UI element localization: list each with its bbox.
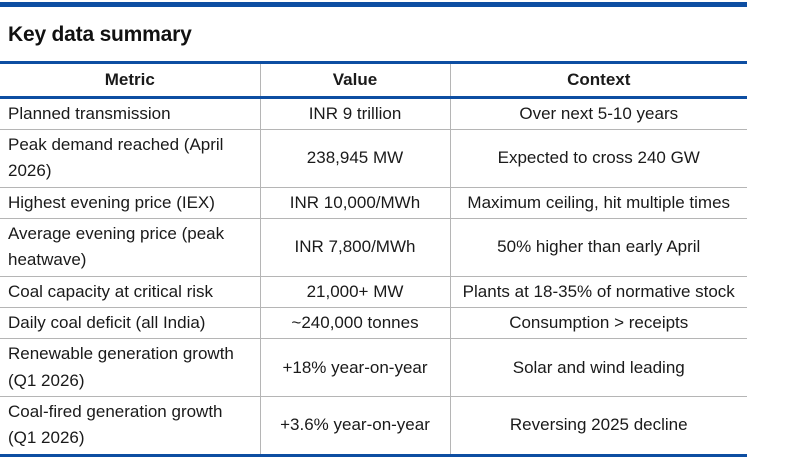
cell-context: Plants at 18-35% of normative stock — [449, 275, 747, 308]
table-row: Coal capacity at critical risk 21,000+ MW… — [0, 275, 747, 308]
table-row: Renewable generation growth (Q1 2026) +18… — [0, 338, 747, 397]
cell-context: Reversing 2025 decline — [449, 396, 747, 457]
table-row: Peak demand reached (April 2026) 238,945 … — [0, 128, 747, 188]
document-page: Key data summary Metric Value Context Pl… — [0, 2, 747, 457]
table-row: Coal-fired generation growth (Q1 2026) +3… — [0, 396, 747, 457]
column-header-value: Value — [259, 61, 450, 99]
cell-value: 238,945 MW — [259, 128, 450, 188]
table-row: Planned transmission INR 9 trillion Over n… — [0, 97, 747, 130]
cell-metric: Coal-fired generation growth (Q1 2026) — [0, 396, 260, 457]
top-horizontal-rule — [0, 2, 747, 7]
cell-value: +3.6% year-on-year — [259, 396, 450, 457]
table-header-row: Metric Value Context — [0, 61, 747, 99]
cell-value: INR 9 trillion — [259, 97, 450, 130]
cell-context: 50% higher than early April — [449, 217, 747, 277]
table-body: Planned transmission INR 9 trillion Over n… — [0, 97, 747, 457]
cell-context: Solar and wind leading — [449, 338, 747, 397]
cell-metric: Peak demand reached (April 2026) — [0, 128, 260, 188]
table-row: Daily coal deficit (all India) ~240,000 t… — [0, 306, 747, 339]
cell-value: 21,000+ MW — [259, 275, 450, 308]
cell-value: INR 7,800/MWh — [259, 217, 450, 277]
key-data-table: Metric Value Context Planned transmissio… — [0, 61, 747, 457]
page-title: Key data summary — [8, 23, 192, 46]
cell-metric: Daily coal deficit (all India) — [0, 306, 260, 339]
cell-context: Expected to cross 240 GW — [449, 128, 747, 188]
cell-metric: Renewable generation growth (Q1 2026) — [0, 338, 260, 397]
cell-metric: Planned transmission — [8, 103, 171, 123]
cell-value: ~240,000 tonnes — [259, 306, 450, 339]
cell-metric: Highest evening price (IEX) — [0, 186, 260, 219]
cell-value: INR 10,000/MWh — [259, 186, 450, 219]
cell-metric: Average evening price (peak heatwave) — [0, 217, 260, 277]
cell-context: Consumption > receipts — [449, 306, 747, 339]
cell-context: Maximum ceiling, hit multiple times — [449, 186, 747, 219]
table-row: Average evening price (peak heatwave) INR… — [0, 217, 747, 277]
column-header-context: Context — [449, 61, 747, 99]
cell-value: +18% year-on-year — [259, 338, 450, 397]
column-header-metric: Metric — [0, 61, 260, 99]
cell-metric: Coal capacity at critical risk — [0, 275, 260, 308]
table-row: Highest evening price (IEX) INR 10,000/MW… — [0, 186, 747, 219]
cell-context: Over next 5-10 years — [449, 97, 747, 130]
